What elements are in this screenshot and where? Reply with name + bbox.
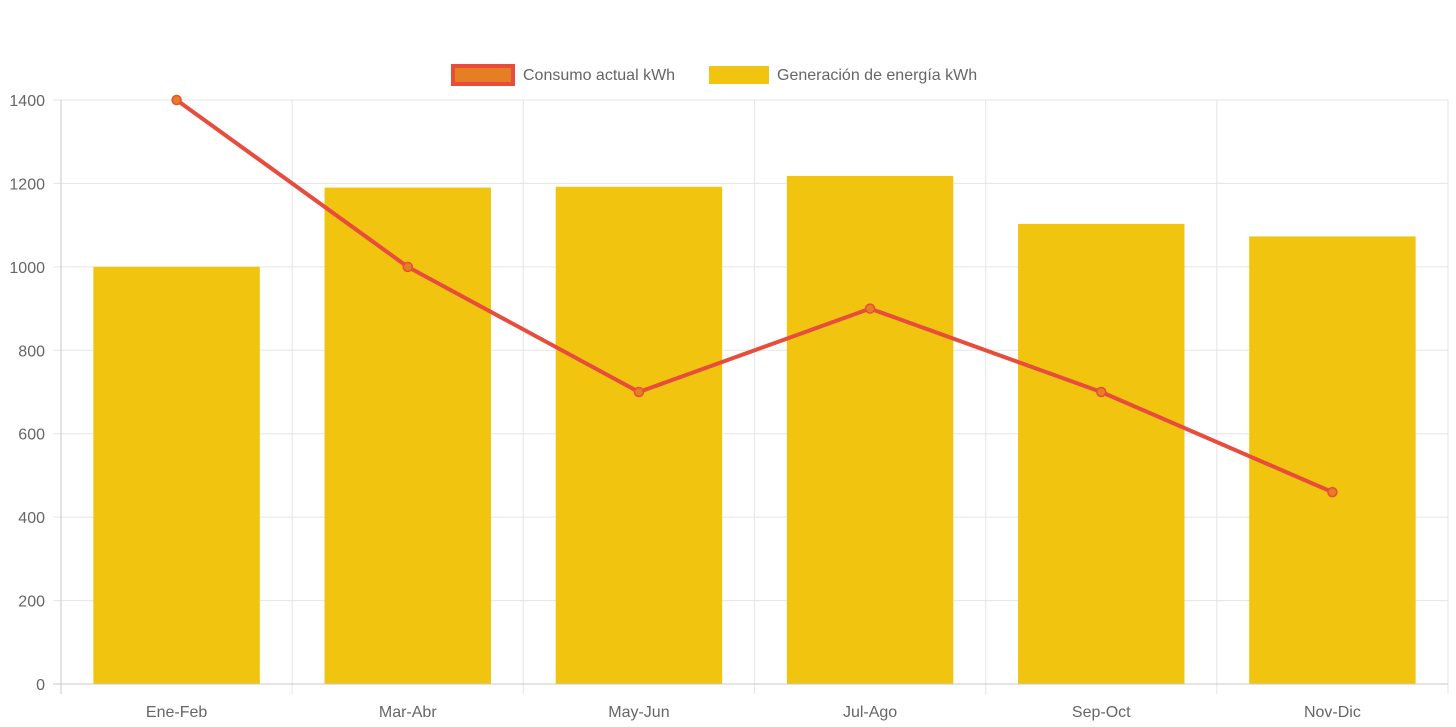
point-consumo[interactable] xyxy=(1327,486,1338,498)
y-tick-label: 0 xyxy=(36,677,45,694)
x-tick-label: Jul-Ago xyxy=(843,704,897,721)
x-tick-label: Nov-Dic xyxy=(1304,704,1361,721)
point-consumo[interactable] xyxy=(1096,386,1107,398)
y-tick-label: 1200 xyxy=(9,176,45,193)
x-tick-label: Sep-Oct xyxy=(1072,704,1131,721)
line-consumo[interactable] xyxy=(174,98,1335,495)
bar-generacion[interactable] xyxy=(1018,223,1185,685)
y-tick-label: 800 xyxy=(18,343,45,360)
point-consumo[interactable] xyxy=(171,94,182,106)
bar-generacion[interactable] xyxy=(555,186,723,684)
y-tick-label: 400 xyxy=(18,510,45,527)
x-tick-label: May-Jun xyxy=(608,704,669,721)
point-consumo[interactable] xyxy=(633,386,645,398)
x-tick-label: Mar-Abr xyxy=(379,704,437,721)
y-tick-label: 600 xyxy=(18,427,45,444)
point-consumo[interactable] xyxy=(864,303,876,314)
legend-label-generacion[interactable]: Generación de energía kWh xyxy=(777,67,977,84)
bar-generacion[interactable] xyxy=(786,175,954,685)
y-tick-label: 200 xyxy=(18,594,45,611)
bar-series xyxy=(93,175,1416,685)
point-consumo[interactable] xyxy=(402,261,413,273)
grid xyxy=(53,99,1449,694)
legend-swatch-consumo[interactable] xyxy=(451,64,515,86)
axes: 0 200 400 600 800 1000 1200 1400 Ene-Feb Mar-Abr M… xyxy=(9,93,1448,721)
line-series xyxy=(171,94,1338,498)
legend-label-consumo[interactable]: Consumo actual kWh xyxy=(523,67,675,84)
x-tick-label: Ene-Feb xyxy=(146,704,207,721)
y-tick-label: 1400 xyxy=(9,93,45,110)
legend: Consumo actual kWh Generación de energía… xyxy=(451,64,977,86)
bar-generacion[interactable] xyxy=(1249,236,1416,685)
bar-generacion[interactable] xyxy=(93,266,260,684)
legend-swatch-generacion[interactable] xyxy=(709,66,769,84)
y-tick-label: 1000 xyxy=(9,260,45,277)
